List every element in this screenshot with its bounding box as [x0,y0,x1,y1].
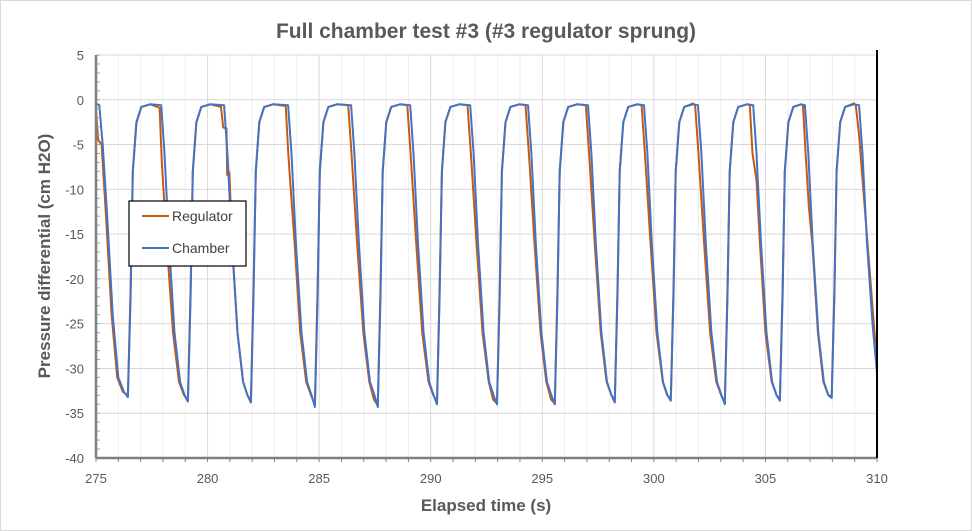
y-tick-label: -35 [65,406,84,421]
y-axis-label: Pressure differential (cm H2O) [35,134,54,379]
legend: Regulator Chamber [128,200,247,267]
y-tick-label: -15 [65,227,84,242]
legend-label-regulator: Regulator [172,208,233,224]
x-tick-label: 290 [420,471,442,486]
axes [94,50,878,462]
legend-label-chamber: Chamber [172,240,230,256]
x-tick-label: 280 [197,471,219,486]
y-tick-label: 5 [77,48,84,63]
chart-title: Full chamber test #3 (#3 regulator sprun… [276,20,696,43]
x-axis-label: Elapsed time (s) [421,496,551,515]
x-tick-label: 285 [308,471,330,486]
x-tick-label: 275 [85,471,107,486]
legend-box [128,200,247,267]
y-tick-label: -5 [72,138,84,153]
y-tick-label: -40 [65,451,84,466]
y-tick-label: 0 [77,93,84,108]
x-tick-label: 305 [755,471,777,486]
y-tick-label: -30 [65,361,84,376]
x-tick-label: 300 [643,471,665,486]
y-tick-label: -20 [65,272,84,287]
x-tick-label: 295 [531,471,553,486]
y-tick-label: -25 [65,317,84,332]
y-tick-label: -10 [65,182,84,197]
x-tick-label: 310 [866,471,888,486]
